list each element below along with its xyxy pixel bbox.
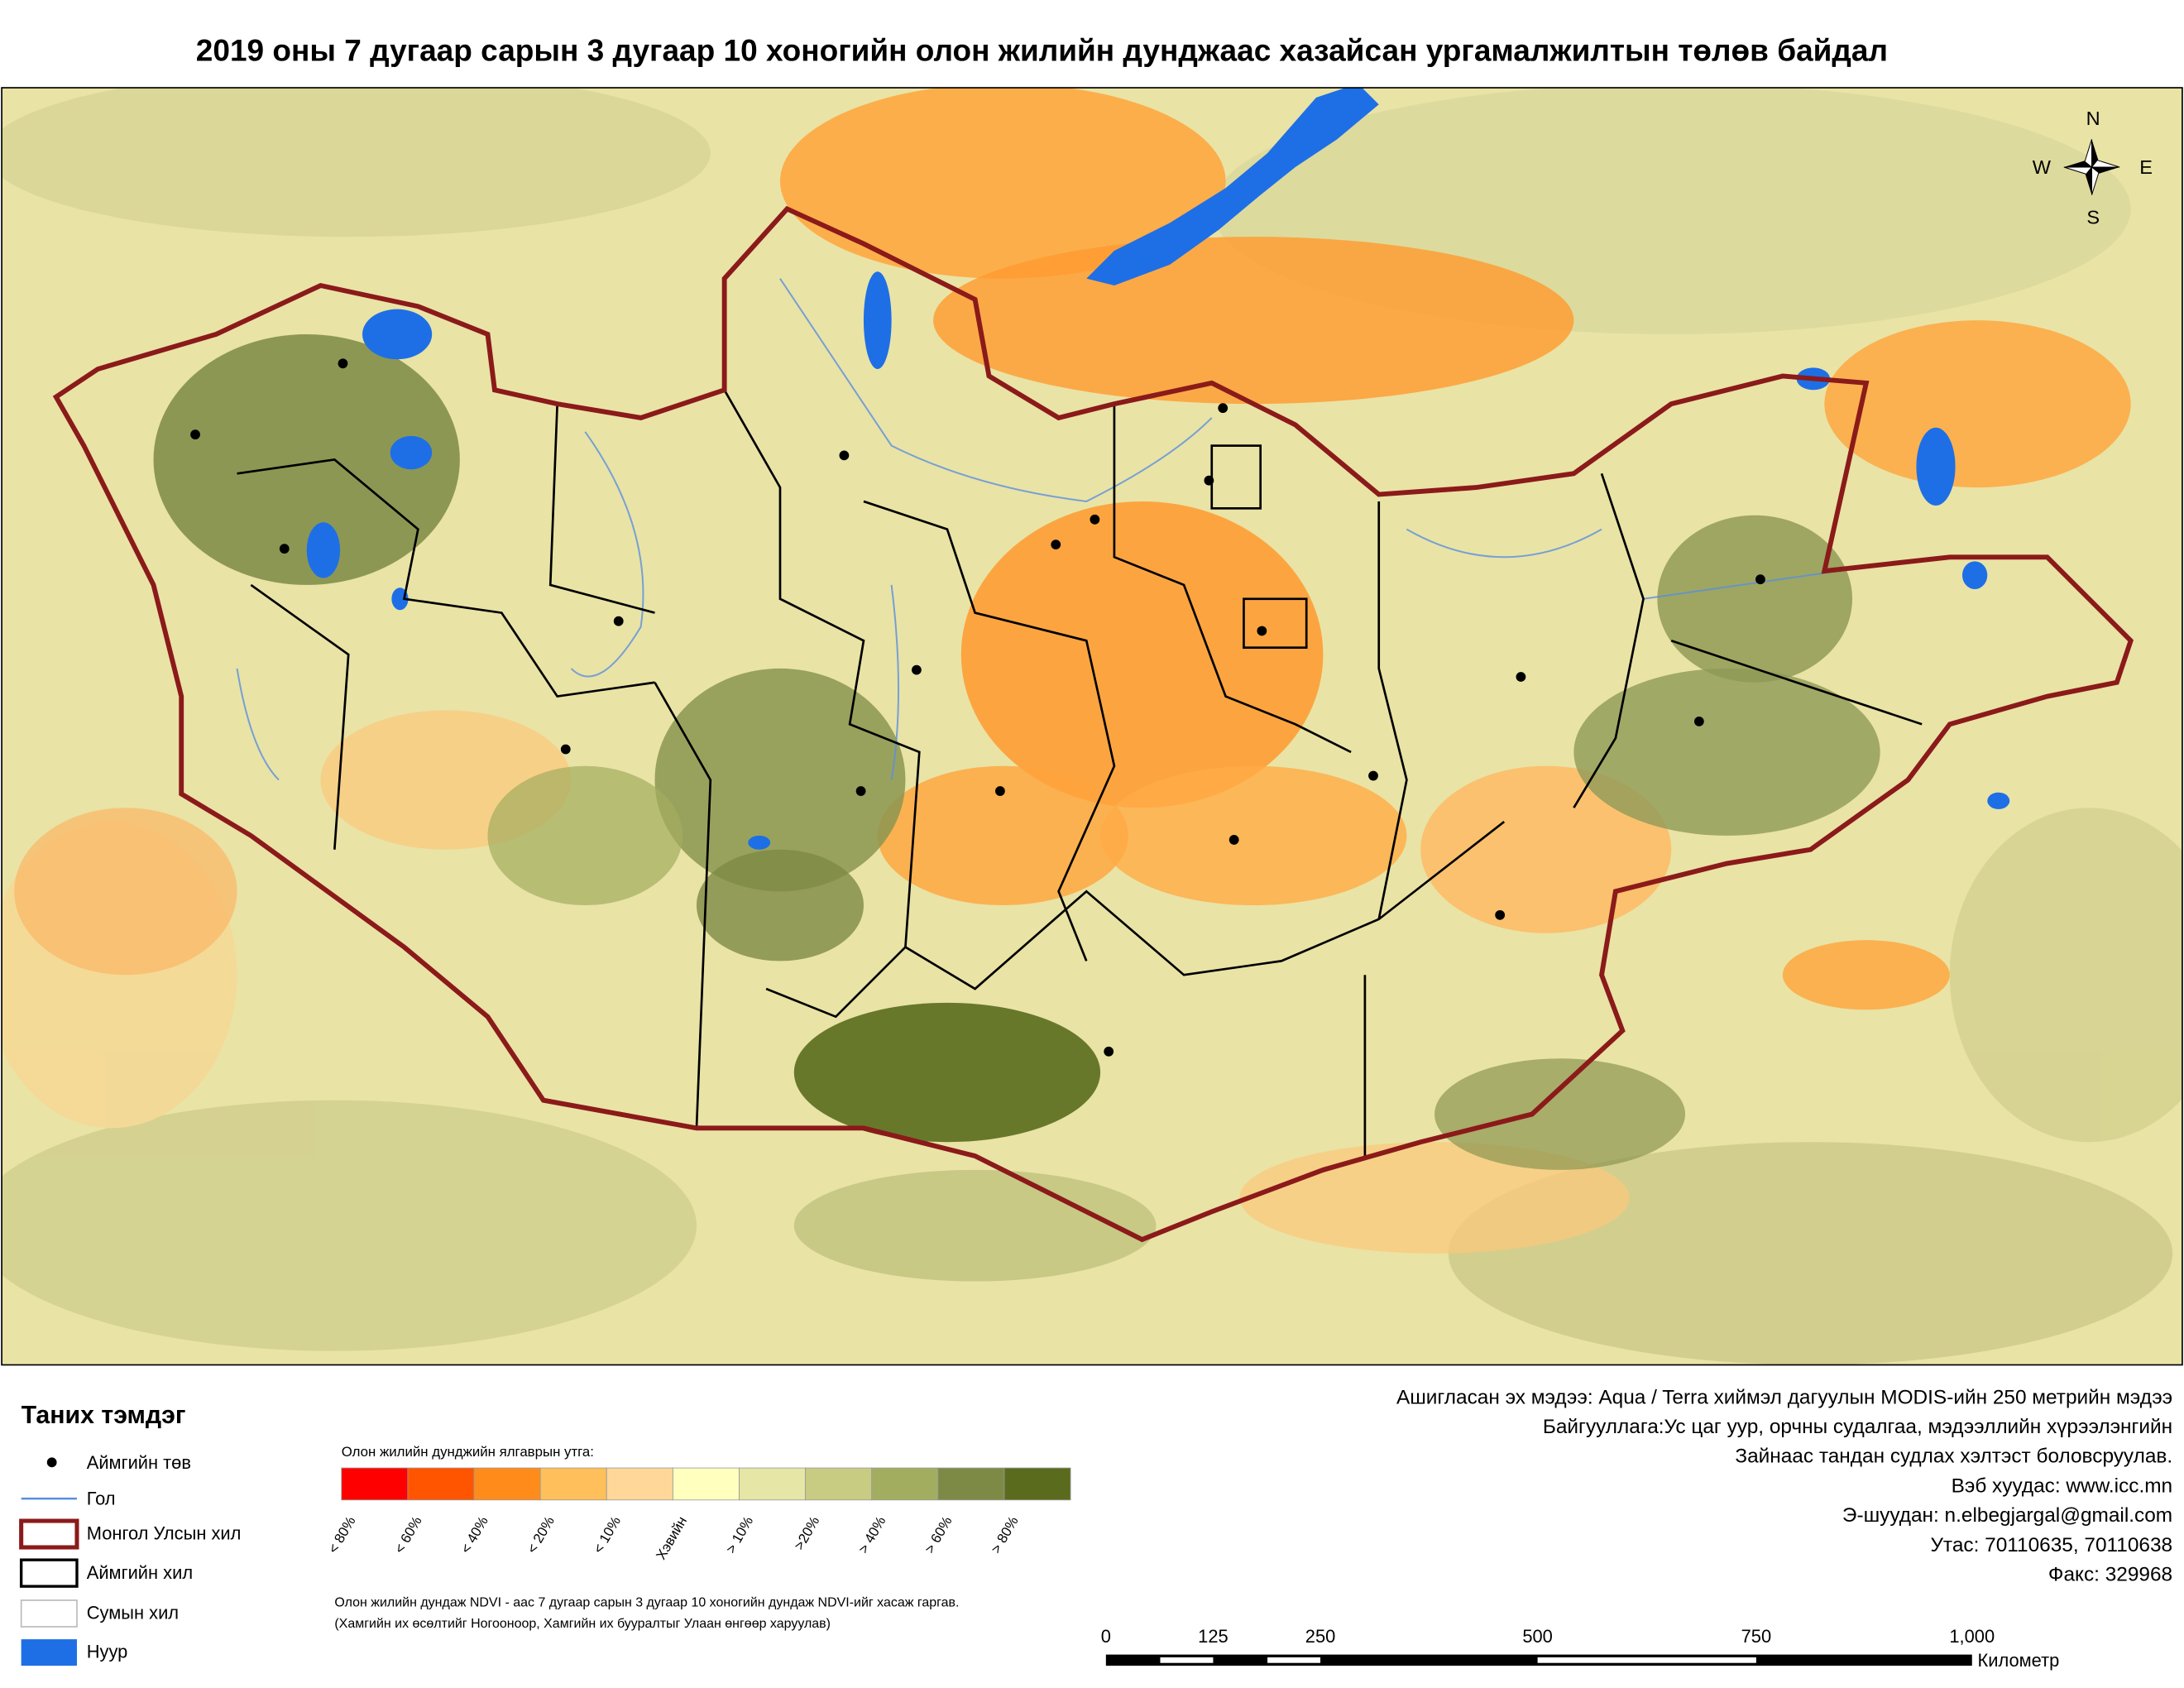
credit-line: Э-шуудан: n.elbegjargal@gmail.com [1842, 1504, 2172, 1527]
color-swatch [407, 1467, 475, 1501]
legend-item: Сумын хил [87, 1603, 179, 1623]
legend-item: Аймгийн төв [87, 1452, 191, 1473]
scale-unit: Километр [1977, 1650, 2059, 1671]
compass-e: E [2139, 156, 2153, 178]
scale-label: 750 [1741, 1626, 1772, 1647]
map [2, 88, 2182, 1365]
scale-label: 125 [1198, 1626, 1228, 1647]
scale-label: 0 [1101, 1626, 1111, 1647]
color-swatch [341, 1467, 409, 1501]
map-title: 2019 оны 7 дугаар сарын 3 дугаар 10 хоно… [196, 33, 1888, 68]
legend-item: Монгол Улсын хил [87, 1523, 242, 1544]
color-swatch [672, 1467, 740, 1501]
scale-caption: Олон жилийн дунджийн ялгаврын утга: [342, 1444, 594, 1460]
legend: Таних тэмдэг Аймгийн төв Гол Монгол Улсы… [19, 1402, 242, 1666]
credit-line: Зайнаас тандан судлах хэлтэст боловсруул… [1735, 1446, 2172, 1468]
color-swatch [1003, 1467, 1071, 1501]
color-swatch [805, 1467, 873, 1501]
credit-line: Байгууллага:Ус цаг уур, орчны судалгаа, … [1543, 1416, 2172, 1438]
color-swatch [871, 1467, 939, 1501]
credit-line: Ашигласан эх мэдээ: Aqua / Terra хиймэл … [1396, 1386, 2172, 1408]
scale-bar: 0 125 250 500 750 1,000 Километр [1101, 1626, 2060, 1671]
credit-line: Факс: 329968 [2048, 1563, 2172, 1585]
note-line: (Хамгийн их өсөлтийг Ногооноор, Хамгийн … [334, 1617, 831, 1631]
legend-item: Нуур [87, 1642, 128, 1662]
note-line: Олон жилийн дундаж NDVI - аас 7 дугаар с… [334, 1596, 959, 1610]
scale-label: 250 [1305, 1626, 1336, 1647]
compass: N S E W [2033, 108, 2153, 228]
credit-line: Утас: 70110635, 70110638 [1930, 1534, 2172, 1556]
scale-label: 500 [1522, 1626, 1553, 1647]
color-swatch [739, 1467, 807, 1501]
color-swatch [539, 1467, 607, 1501]
legend-item: Гол [87, 1489, 116, 1509]
legend-title: Таних тэмдэг [22, 1402, 186, 1429]
compass-s: S [2086, 206, 2100, 228]
color-swatch [606, 1467, 673, 1501]
national-border [52, 205, 2134, 1243]
compass-n: N [2086, 108, 2100, 129]
legend-item: Аймгийн хил [87, 1562, 193, 1583]
credit-line: Вэб хуудас: www.icc.mn [1952, 1475, 2173, 1497]
color-swatch [473, 1467, 541, 1501]
scale-label: 1,000 [1949, 1626, 1995, 1647]
color-swatch [937, 1467, 1005, 1501]
compass-w: W [2033, 156, 2052, 178]
credits: Ашигласан эх мэдээ: Aqua / Terra хиймэл … [1396, 1386, 2172, 1585]
